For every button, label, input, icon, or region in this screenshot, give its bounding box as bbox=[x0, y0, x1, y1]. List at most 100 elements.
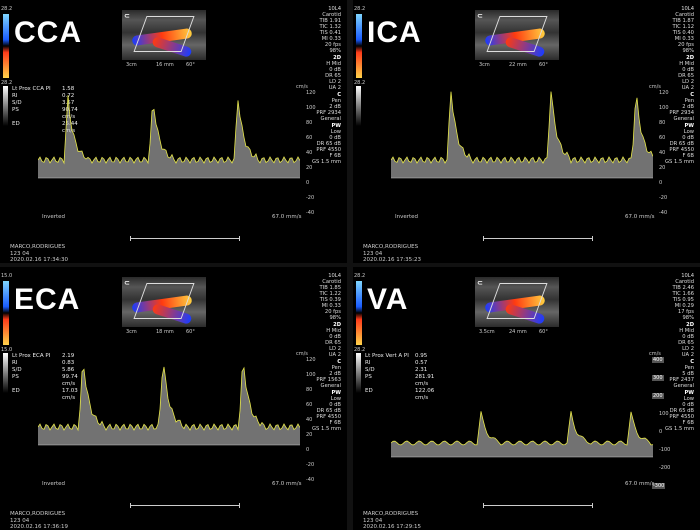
spectrum-fill bbox=[38, 95, 300, 178]
parameter-line: PRF 2437 bbox=[669, 377, 694, 383]
parameter-line: LD 2 bbox=[682, 79, 694, 85]
bmode-scale-label: 3cm bbox=[126, 62, 137, 68]
color-doppler-image bbox=[122, 277, 206, 327]
measurement-table: Lt Prox Vert A PI 0.95 RI 0.57 S/D 2.31 PS 281.… bbox=[365, 353, 445, 402]
parameter-line: 2D bbox=[686, 55, 694, 61]
parameter-line: MI 0.33 bbox=[321, 303, 341, 309]
spectral-doppler bbox=[391, 353, 653, 481]
parameter-line: GS 1.5 mm bbox=[312, 159, 341, 165]
grayscale-bar bbox=[3, 86, 8, 126]
parameter-line: TIC 1.32 bbox=[319, 24, 341, 30]
parameter-line: 2D bbox=[333, 55, 341, 61]
color-velocity-bar bbox=[3, 14, 9, 78]
measurement-row: Lt Prox Vert A PI 0.95 bbox=[365, 353, 445, 360]
footer-line: MARCO,RODRIGUES bbox=[10, 244, 66, 250]
colorbar-top-value: 28.2 bbox=[354, 6, 366, 12]
parameter-line: DR 65 bbox=[678, 340, 694, 346]
parameter-line: F 6B bbox=[329, 420, 342, 426]
bmode-scale-label: 24 mm bbox=[509, 329, 527, 335]
parameter-line: General bbox=[673, 116, 694, 122]
bmode-scale-label: 60° bbox=[539, 329, 548, 335]
velocity-tick-label: -20 bbox=[659, 195, 668, 201]
parameter-line: TIS 0.39 bbox=[319, 297, 341, 303]
parameter-line: GS 1.5 mm bbox=[665, 426, 694, 432]
footer-line: MARCO,RODRIGUES bbox=[363, 511, 419, 517]
sweep-end bbox=[592, 503, 593, 508]
parameter-line: Low bbox=[683, 129, 694, 135]
velocity-tick-label: -40 bbox=[659, 210, 668, 216]
colorbar-top-value: 28.2 bbox=[1, 6, 13, 12]
probe-orientation-icon: ⊂ bbox=[477, 279, 483, 287]
parameter-line: Carotid bbox=[322, 279, 341, 285]
parameter-line: Pen bbox=[331, 365, 341, 371]
velocity-tick-label: 200 bbox=[652, 393, 664, 399]
bmode-scale-label: 16 mm bbox=[156, 62, 174, 68]
panel-eca: 15.0 15.0 ECA ⊂ 3cm 18 mm 60° 10L4 Carotid TIB 1.… bbox=[0, 267, 345, 529]
parameter-line: 20 fps bbox=[677, 42, 694, 48]
velocity-tick-label: 100 bbox=[659, 411, 669, 417]
parameter-line: 0 dB bbox=[329, 67, 341, 73]
spectral-waveform bbox=[391, 91, 653, 179]
parameter-line: TIB 2.46 bbox=[672, 285, 694, 291]
parameter-line: PRF 2934 bbox=[316, 110, 341, 116]
velocity-tick-label: 80 bbox=[659, 120, 666, 126]
colorbar-bottom-value: 28.2 bbox=[1, 80, 13, 86]
parameter-line: 0 dB bbox=[329, 135, 341, 141]
velocity-tick-label: 40 bbox=[306, 150, 313, 156]
parameter-line: 0 dB bbox=[682, 402, 694, 408]
spectral-waveform bbox=[38, 95, 300, 179]
measurement-value: 0.95 bbox=[415, 353, 428, 359]
parameter-line: DR 65 dB bbox=[669, 141, 694, 147]
velocity-tick-label: -200 bbox=[659, 465, 671, 471]
measurement-name: RI bbox=[365, 360, 371, 366]
parameter-line: PRF 1563 bbox=[316, 377, 341, 383]
footer-line: 123 04 bbox=[10, 250, 30, 257]
velocity-tick-label: 80 bbox=[306, 387, 313, 393]
parameter-line: 10L4 bbox=[681, 273, 694, 279]
sweep-indicator bbox=[130, 236, 240, 242]
velocity-tick-label: 100 bbox=[306, 105, 316, 111]
spectral-doppler bbox=[391, 86, 653, 214]
sweep-indicator bbox=[483, 503, 593, 509]
parameter-line: PRF 2934 bbox=[669, 110, 694, 116]
parameter-line: Carotid bbox=[322, 12, 341, 18]
velocity-tick-label: -100 bbox=[659, 447, 671, 453]
parameter-line: TIB 1.85 bbox=[319, 285, 341, 291]
parameter-line: Low bbox=[683, 396, 694, 402]
parameter-line: UA 2 bbox=[328, 352, 341, 358]
parameter-line: H Mid bbox=[326, 61, 341, 67]
grayscale-bar bbox=[356, 353, 361, 393]
measurement-row: PS 99.74 cm/s bbox=[12, 374, 92, 388]
parameter-line: Low bbox=[330, 396, 341, 402]
measurement-row: S/D 5.86 bbox=[12, 367, 92, 374]
parameter-line: GS 1.5 mm bbox=[665, 159, 694, 165]
parameter-line: Carotid bbox=[675, 279, 694, 285]
velocity-tick-label: 60 bbox=[306, 402, 313, 408]
parameter-line: DR 65 dB bbox=[316, 408, 341, 414]
spectrum-fill bbox=[38, 366, 300, 445]
bmode-scale-label: 22 mm bbox=[509, 62, 527, 68]
parameter-line: 2 dB bbox=[329, 104, 341, 110]
parameter-line: F 6B bbox=[682, 153, 695, 159]
measurement-row: RI 0.57 bbox=[365, 360, 445, 367]
measurement-name: ED bbox=[12, 121, 20, 127]
vessel-label: ECA bbox=[14, 283, 81, 316]
velocity-unit: cm/s bbox=[649, 351, 661, 357]
bmode-scale-label: 60° bbox=[186, 62, 195, 68]
grayscale-bar bbox=[356, 86, 361, 126]
velocity-tick-label: -20 bbox=[306, 195, 315, 201]
sweep-line bbox=[483, 238, 593, 239]
parameter-line: UA 2 bbox=[681, 85, 694, 91]
velocity-unit: cm/s bbox=[296, 84, 308, 90]
parameter-line: H Mid bbox=[679, 61, 694, 67]
parameter-line: 2D bbox=[686, 322, 694, 328]
velocity-tick-label: -40 bbox=[306, 210, 315, 216]
imaging-parameters: 10L4 Carotid TIB 1.87 TIC 1.12 TIS 0.40 MI 0.… bbox=[644, 6, 694, 165]
parameter-line: 0 dB bbox=[329, 334, 341, 340]
footer-line: 2020.02.16 17:29:15 bbox=[363, 524, 421, 529]
measurement-name: ED bbox=[365, 388, 373, 394]
parameter-line: TIB 1.87 bbox=[672, 18, 694, 24]
patient-footer: MARCO,RODRIGUES 123 04 2020.02.16 17:29:15 bbox=[363, 511, 421, 529]
sweep-end bbox=[592, 236, 593, 241]
bmode-scale-label: 60° bbox=[539, 62, 548, 68]
